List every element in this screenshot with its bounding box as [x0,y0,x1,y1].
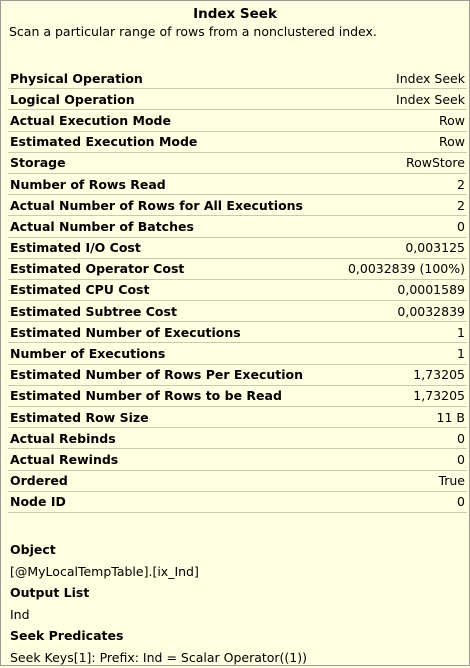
property-label: Actual Execution Mode [8,110,334,131]
property-value: 0 [334,449,467,470]
property-label: Actual Number of Rows for All Executions [8,195,334,216]
property-label: Ordered [8,470,334,491]
property-label: Node ID [8,491,334,512]
tooltip-description: Scan a particular range of rows from a n… [1,23,469,41]
property-value: 0,0032839 (100%) [334,258,467,279]
property-label: Estimated Row Size [8,407,334,428]
property-value: Index Seek [334,68,467,89]
object-value: [@MyLocalTempTable].[ix_Ind] [10,561,465,583]
object-heading: Object [10,539,465,561]
property-value: RowStore [334,152,467,173]
property-label: Estimated Operator Cost [8,258,334,279]
property-value: 0 [334,428,467,449]
property-value: Row [334,110,467,131]
property-label: Actual Rewinds [8,449,334,470]
property-label: Actual Rebinds [8,428,334,449]
property-value: 0 [334,216,467,237]
property-label: Actual Number of Batches [8,216,334,237]
property-value: 1,73205 [334,364,467,385]
property-value: 11 B [334,407,467,428]
property-label: Number of Rows Read [8,173,334,194]
property-value: 0,003125 [334,237,467,258]
property-label: Estimated Number of Rows to be Read [8,385,334,406]
property-label: Logical Operation [8,89,334,110]
property-value: 0 [334,491,467,512]
seek-predicates-value: Seek Keys[1]: Prefix: Ind = Scalar Opera… [10,647,465,668]
property-label: Estimated CPU Cost [8,279,334,300]
property-label: Estimated Execution Mode [8,131,334,152]
output-list-value: Ind [10,604,465,626]
property-value: 2 [334,195,467,216]
output-list-heading: Output List [10,582,465,604]
property-label: Estimated Number of Executions [8,322,334,343]
property-value: 2 [334,173,467,194]
property-value: True [334,470,467,491]
property-value: Index Seek [334,89,467,110]
tooltip-title: Index Seek [1,1,469,23]
property-value: 1 [334,322,467,343]
property-label: Storage [8,152,334,173]
property-value: 0,0032839 [334,301,467,322]
property-value: 0,0001589 [334,279,467,300]
property-label: Estimated Number of Rows Per Execution [8,364,334,385]
property-row: Actual Number of Rows for All Executions… [8,195,467,216]
property-value: Row [334,131,467,152]
property-label: Estimated Subtree Cost [8,301,334,322]
property-label: Physical Operation [8,68,334,89]
property-value: 1,73205 [334,385,467,406]
property-label: Number of Executions [8,343,334,364]
property-value: 1 [334,343,467,364]
details-sections: Object [@MyLocalTempTable].[ix_Ind] Outp… [10,539,465,668]
property-label: Estimated I/O Cost [8,237,334,258]
seek-predicates-heading: Seek Predicates [10,625,465,647]
